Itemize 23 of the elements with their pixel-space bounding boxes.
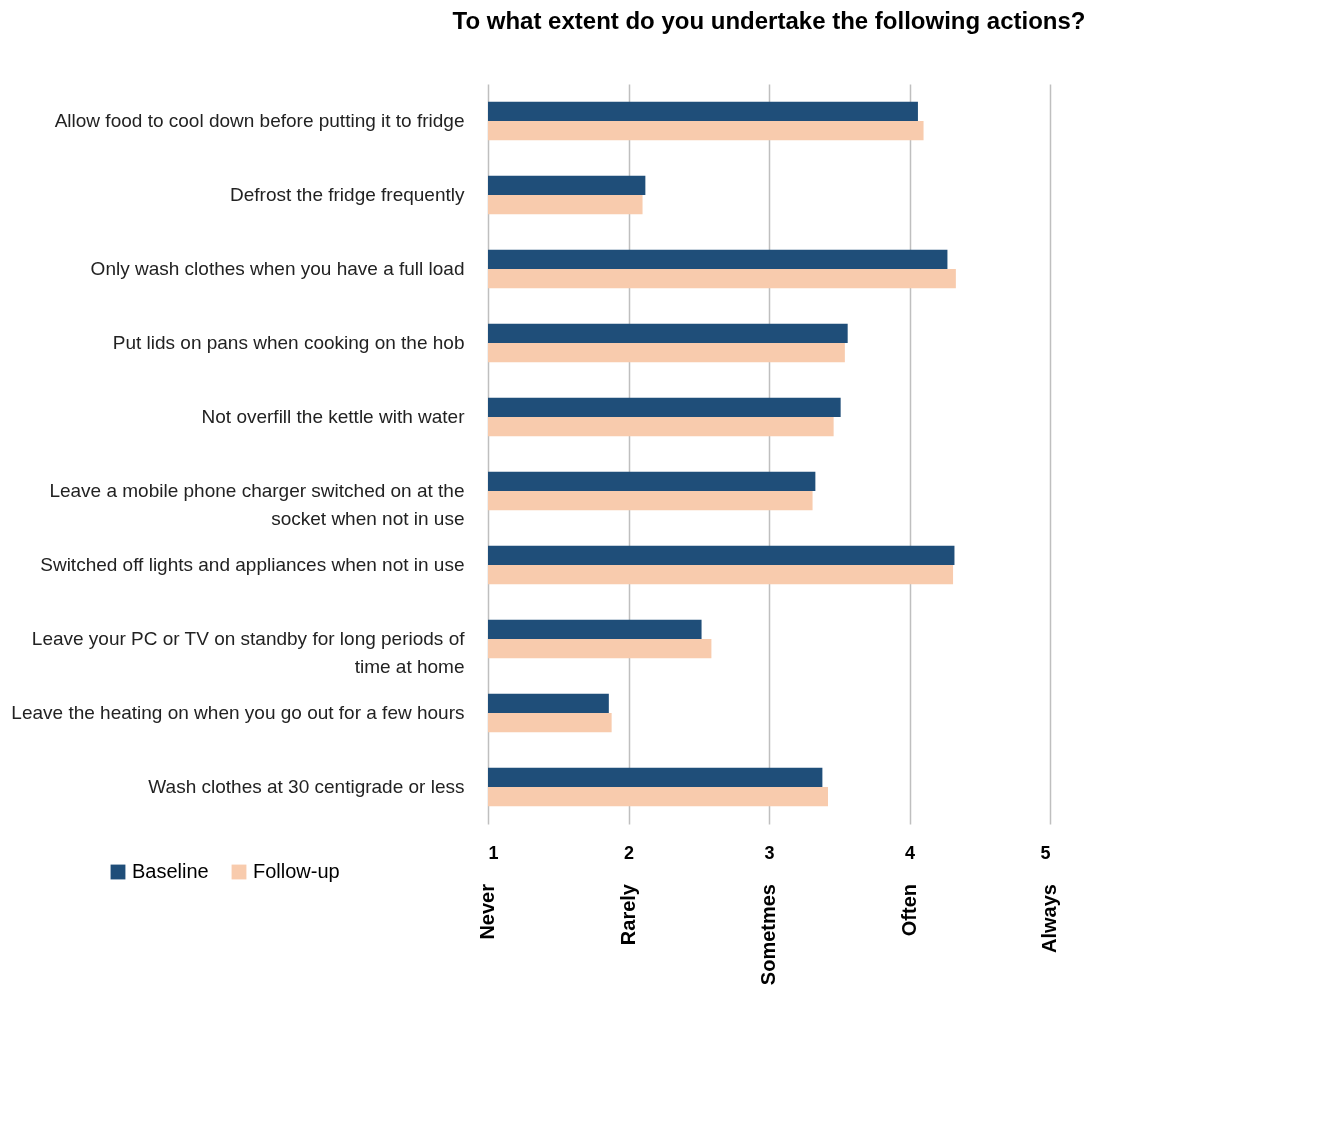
x-tick-label: 4 xyxy=(904,842,916,863)
y-tick-label: Wash clothes at 30 centigrade or less xyxy=(148,776,465,797)
x-tick-label: 3 xyxy=(764,842,775,863)
text: Rarely xyxy=(616,883,639,946)
y-tick-label: Leave the heating on when you go out for a few hours xyxy=(11,702,465,723)
y-tick-label: Switched off lights and appliances when not in use xyxy=(40,554,465,575)
y-tick-label: Put lids on pans when cooking on the hob xyxy=(112,332,465,353)
text: Sometmes xyxy=(757,884,779,986)
x-tick-label: 2 xyxy=(623,842,635,863)
y-tick-label: Not overfill the kettle with water xyxy=(201,406,466,427)
y-tick-label: Defrost the fridge frequently xyxy=(230,184,465,205)
text: Always xyxy=(1038,884,1060,953)
chart-title: To what extent do you undertake the following actions? xyxy=(452,7,1086,34)
text: Often xyxy=(897,884,920,937)
legend-label: Follow-up xyxy=(253,860,340,882)
y-tick-label: Leave a mobile phone charger switched on at the socket when not in use xyxy=(49,480,465,529)
x-tick-label: 1 xyxy=(488,842,499,863)
text: Never xyxy=(476,883,498,940)
y-tick-label: Only wash clothes when you have a full load xyxy=(90,258,465,279)
y-tick-label: Allow food to cool down before putting it to fridge xyxy=(54,110,465,131)
x-tick-label: 5 xyxy=(1040,842,1051,863)
legend-label: Baseline xyxy=(132,860,209,882)
y-tick-label: Leave your PC or TV on standby for long periods of time at home xyxy=(31,628,466,677)
